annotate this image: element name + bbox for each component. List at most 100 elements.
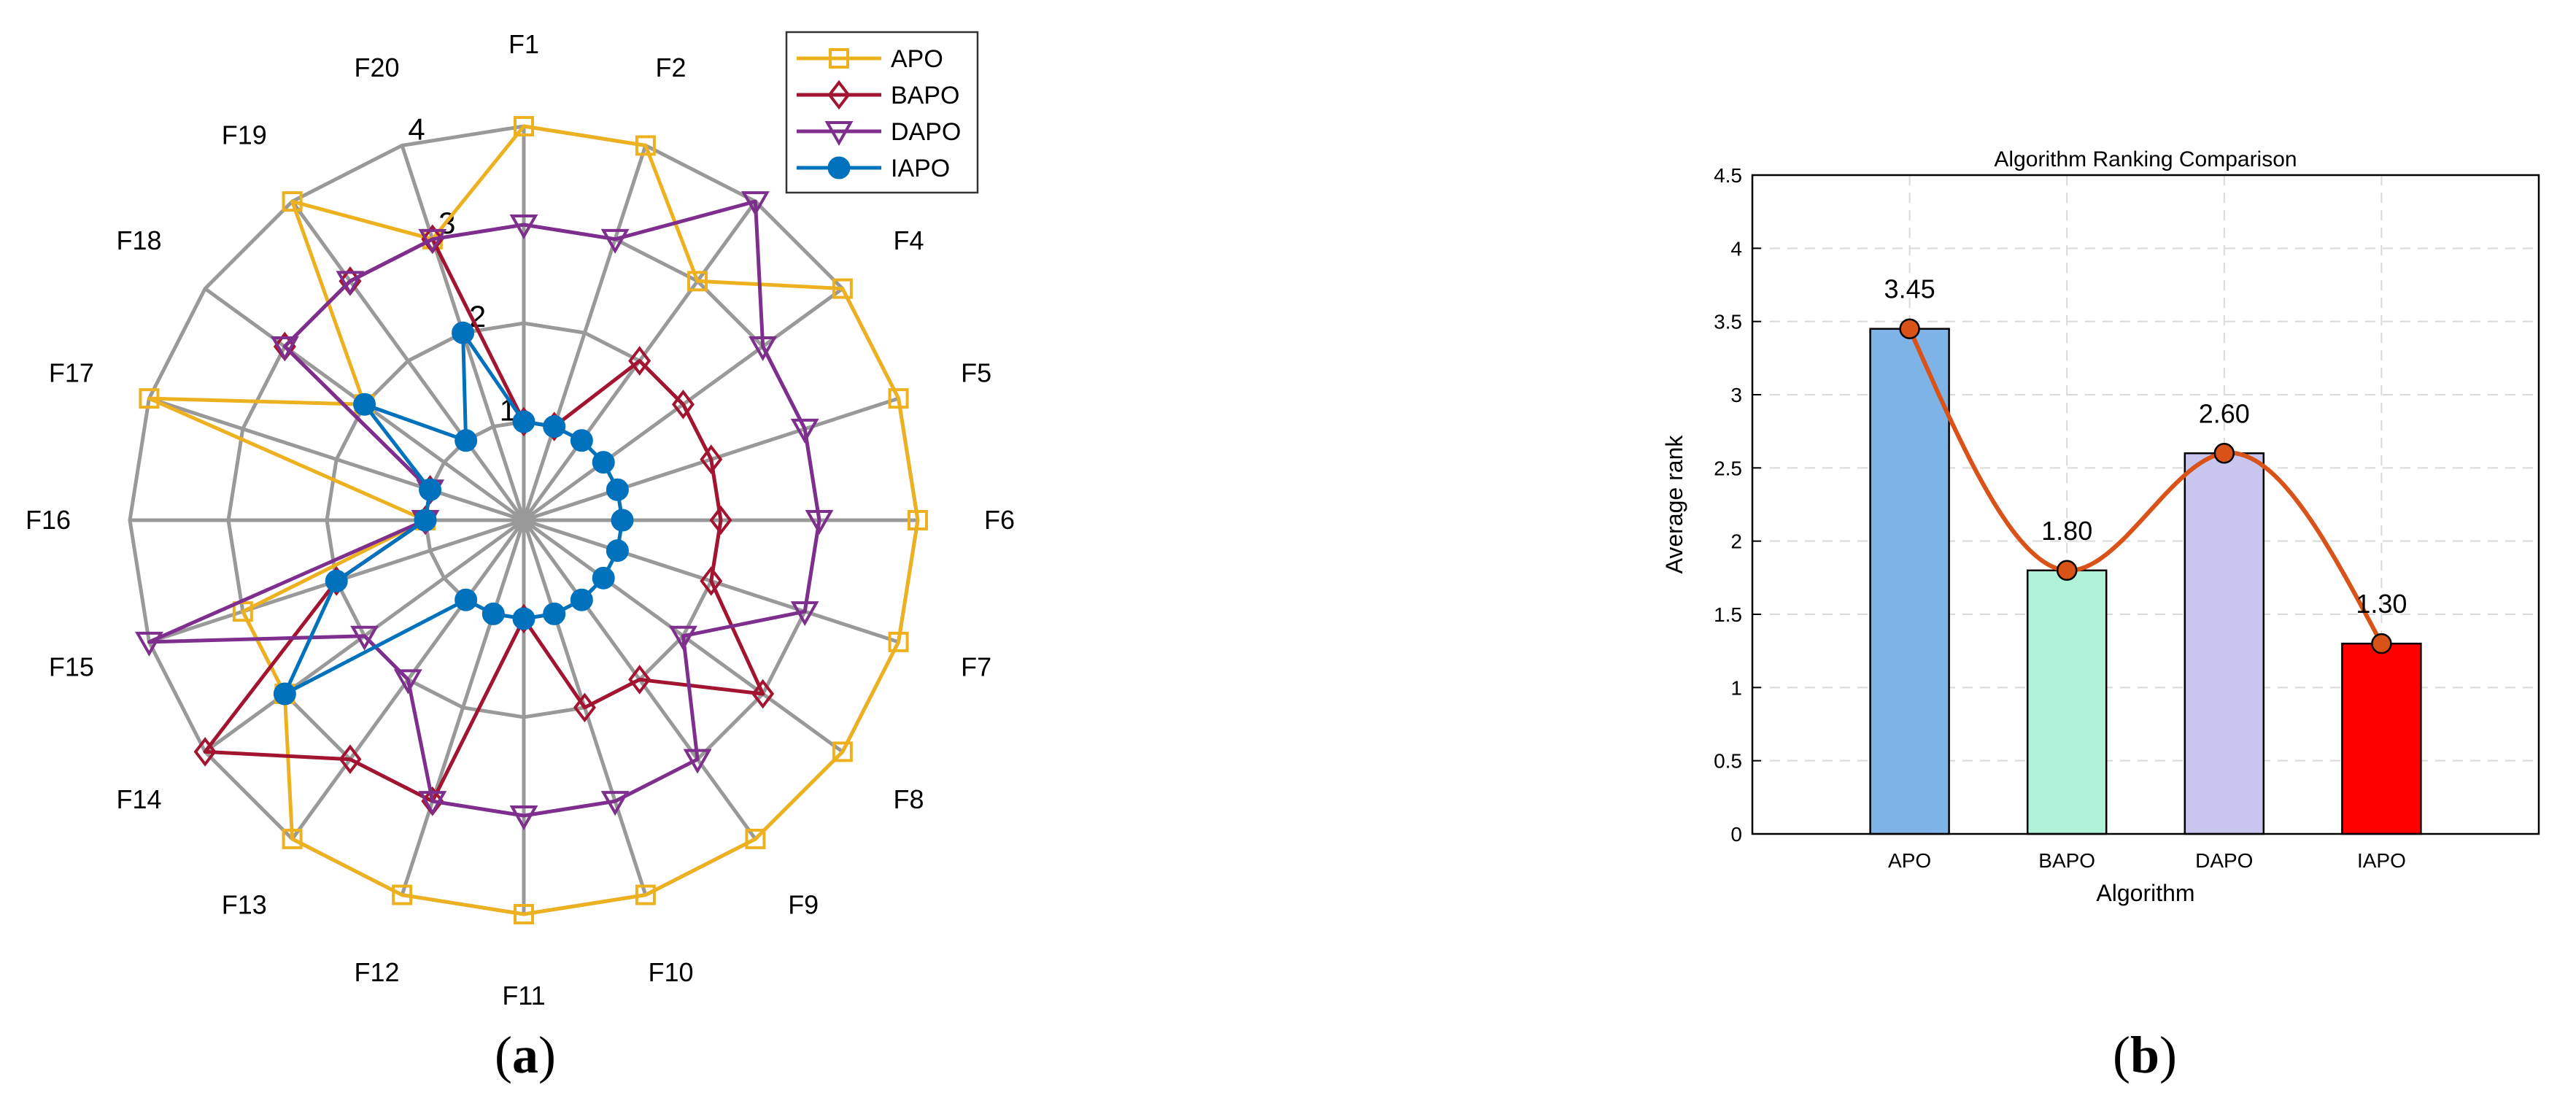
bar-ytick-label-2: 1 — [1730, 676, 1742, 699]
bar-xtick-label-dapo: DAPO — [2195, 849, 2253, 872]
radar-point-dapo-f8 — [668, 625, 697, 651]
radar-point-iapo-f9 — [570, 588, 593, 611]
legend-label-bapo: BAPO — [891, 82, 959, 109]
radar-point-iapo-f16 — [414, 509, 437, 532]
radar-point-iapo-f19 — [455, 429, 478, 452]
radar-point-apo-f12 — [392, 884, 413, 905]
legend-marker-dapo — [824, 121, 854, 147]
radar-point-iapo-f10 — [543, 602, 566, 625]
radar-point-iapo-f14 — [273, 682, 296, 706]
bar-bapo — [2026, 569, 2108, 835]
radar-axis-label-f6: F6 — [984, 505, 1015, 535]
radar-point-iapo-f18 — [353, 393, 376, 416]
radar-point-apo-f11 — [514, 904, 534, 924]
bar-xtick-label-apo: APO — [1888, 849, 1931, 872]
radar-point-dapo-f10 — [600, 791, 630, 816]
radar-point-apo-f1 — [514, 116, 534, 136]
bar-top-point-dapo — [2213, 443, 2235, 464]
radar-point-dapo-f18 — [270, 336, 299, 361]
bar-ytick-label-0: 0 — [1730, 823, 1742, 846]
radar-point-dapo-f4 — [749, 336, 778, 361]
radar-axis-label-f7: F7 — [961, 652, 991, 682]
radar-point-bapo-f7 — [700, 566, 723, 596]
radar-point-iapo-f12 — [481, 602, 505, 625]
radar-series-dapo — [134, 191, 834, 831]
radar-axis-label-f9: F9 — [788, 890, 819, 920]
legend-marker-bapo — [827, 80, 851, 110]
radar-axis-label-f10: F10 — [648, 957, 693, 987]
radar-line-dapo — [147, 199, 821, 818]
radar-point-apo-f6 — [908, 510, 928, 530]
radar-point-dapo-f5 — [790, 418, 819, 444]
radar-point-bapo-f4 — [671, 390, 695, 420]
radar-point-dapo-f20 — [418, 228, 447, 254]
legend-label-apo: APO — [891, 45, 943, 73]
radar-axis-label-f18: F18 — [116, 225, 161, 255]
bar-ytick-label-5: 2.5 — [1714, 457, 1742, 479]
radar-point-dapo-f3 — [740, 191, 770, 217]
bar-chart: 0 0.5 1 1.5 2 2.5 3 3.5 4 4.5 APO BAPO DAPO IAPO 3.45 1… — [1661, 147, 2540, 906]
radar-point-apo-f19 — [282, 191, 303, 212]
radar-point-apo-f15 — [232, 601, 253, 622]
radar-spoke-f12 — [400, 519, 526, 896]
bar-iapo — [2341, 642, 2422, 835]
legend-marker-apo — [829, 48, 849, 69]
radar-axis-label-f17: F17 — [49, 358, 94, 388]
radar-axis-label-f5: F5 — [961, 358, 991, 388]
radar-point-dapo-f12 — [418, 791, 447, 816]
bar-top-point-apo — [1899, 318, 1920, 339]
bar-top-point-iapo — [2371, 633, 2392, 654]
radar-axis-label-f14: F14 — [116, 784, 161, 814]
radar-axis-label-f16: F16 — [26, 505, 71, 535]
radar-point-iapo-f20 — [452, 321, 475, 344]
radar-point-dapo-f14 — [350, 625, 379, 651]
bar-y-axis-label: Average rank — [1661, 435, 1687, 574]
radar-point-apo-f13 — [282, 828, 303, 849]
radar-point-iapo-f3 — [570, 429, 593, 452]
radar-point-iapo-f8 — [592, 566, 615, 590]
radar-point-bapo-f3 — [628, 346, 651, 376]
radar-legend: APO BAPO DAPO IAPO — [785, 31, 979, 194]
bar-value-label-dapo: 2.60 — [2199, 398, 2250, 428]
bar-value-label-iapo: 1.30 — [2356, 589, 2407, 619]
bar-axes-frame — [1751, 174, 2540, 835]
radar-point-iapo-f17 — [419, 478, 442, 501]
radar-axis-label-f12: F12 — [354, 957, 399, 987]
bar-x-axis-label: Algorithm — [2096, 880, 2194, 906]
bar-ytick-label-8: 4 — [1730, 237, 1742, 260]
radar-axis-label-f4: F4 — [893, 225, 924, 255]
radar-line-iapo — [282, 331, 624, 696]
radar-axis-label-f11: F11 — [502, 981, 545, 1010]
bar-top-point-bapo — [2056, 560, 2078, 581]
radar-axis-label-f20: F20 — [354, 53, 399, 82]
radar-point-iapo-f2 — [543, 415, 566, 438]
bar-ytick-label-7: 3.5 — [1714, 311, 1742, 333]
radar-point-apo-f9 — [745, 828, 766, 849]
legend-label-iapo: IAPO — [891, 155, 950, 182]
radar-point-iapo-f5 — [606, 478, 629, 501]
radar-point-bapo-f8 — [751, 679, 775, 709]
bar-ytick-label-9: 4.5 — [1714, 164, 1742, 187]
bar-chart-title: Algorithm Ranking Comparison — [1994, 147, 2297, 171]
radar-spoke-f2 — [522, 144, 648, 521]
bar-ytick-label-6: 3 — [1730, 384, 1742, 406]
radar-ring-label-4: 4 — [408, 112, 425, 146]
radar-point-bapo-f10 — [573, 692, 596, 723]
radar-point-dapo-f11 — [509, 805, 538, 831]
radar-point-iapo-f11 — [512, 607, 535, 630]
radar-axis-label-f2: F2 — [655, 53, 686, 82]
radar-point-bapo-f9 — [628, 665, 651, 695]
radar-ring-label-2: 2 — [469, 299, 486, 333]
legend-marker-iapo — [827, 156, 851, 179]
bar-ytick-label-4: 2 — [1730, 530, 1742, 553]
radar-line-apo — [147, 124, 920, 916]
radar-axis-label-f13: F13 — [222, 890, 267, 920]
radar-point-iapo-f15 — [325, 569, 348, 592]
bar-dapo — [2184, 452, 2265, 835]
radar-spoke-f17 — [148, 396, 525, 522]
radar-point-apo-f4 — [832, 278, 853, 299]
legend-label-dapo: DAPO — [891, 118, 961, 146]
radar-point-iapo-f1 — [512, 410, 535, 433]
radar-point-apo-f5 — [888, 388, 909, 409]
radar-series-iapo — [273, 321, 634, 706]
